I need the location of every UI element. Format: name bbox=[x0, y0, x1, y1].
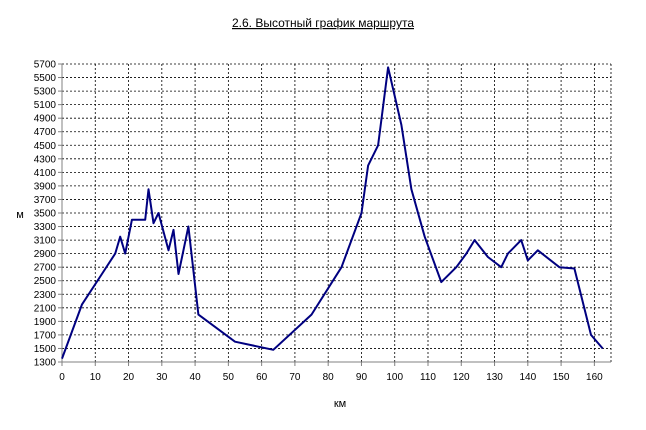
y-tick-label: 5500 bbox=[34, 73, 57, 84]
chart-title: 2.6. Высотный график маршрута bbox=[232, 16, 414, 30]
y-tick-label: 5300 bbox=[34, 87, 57, 98]
x-tick-label: 40 bbox=[190, 372, 202, 383]
grid bbox=[61, 63, 612, 363]
y-tick-label: 3500 bbox=[34, 209, 57, 220]
series-layer bbox=[61, 66, 604, 359]
x-tick-label: 110 bbox=[420, 372, 436, 383]
y-tick-label: 3900 bbox=[34, 181, 57, 192]
y-tick-label: 1300 bbox=[34, 358, 57, 369]
y-tick-label: 2500 bbox=[34, 276, 57, 287]
y-tick-label: 4100 bbox=[34, 168, 57, 179]
x-tick-label: 160 bbox=[586, 372, 603, 383]
y-tick-label: 5700 bbox=[34, 60, 57, 71]
y-tick-label: 4300 bbox=[34, 154, 57, 165]
x-tick-label: 70 bbox=[289, 372, 301, 383]
y-tick-label: 1700 bbox=[34, 330, 57, 341]
x-axis-label: км bbox=[334, 398, 346, 410]
y-tick-label: 2700 bbox=[34, 263, 57, 274]
elevation-series-line bbox=[61, 66, 604, 359]
y-tick-label: 2100 bbox=[34, 303, 57, 314]
x-tick-label: 140 bbox=[519, 372, 536, 383]
x-tick-label: 10 bbox=[90, 372, 102, 383]
y-tick-label: 3100 bbox=[34, 236, 57, 247]
x-tick-label: 60 bbox=[256, 372, 268, 383]
x-tick-label: 30 bbox=[156, 372, 168, 383]
y-tick-label: 1500 bbox=[34, 344, 57, 355]
y-axis-label: м bbox=[16, 209, 24, 221]
y-tick-label: 2300 bbox=[34, 290, 57, 301]
x-axis-ticks: 0 10 20 30 40 50 60 70 80 90 100 110 120 130 140 150 160 bbox=[59, 362, 603, 383]
y-tick-label: 4700 bbox=[34, 127, 57, 138]
x-tick-label: 120 bbox=[453, 372, 470, 383]
x-tick-label: 100 bbox=[386, 372, 403, 383]
y-axis-ticks: 1300 1500 1700 1900 2100 2300 2500 2700 2900 3100… bbox=[34, 60, 62, 369]
x-tick-label: 50 bbox=[223, 372, 235, 383]
y-tick-label: 4900 bbox=[34, 114, 57, 125]
x-tick-label: 0 bbox=[59, 372, 65, 383]
x-tick-label: 130 bbox=[486, 372, 503, 383]
y-tick-label: 4500 bbox=[34, 141, 57, 152]
y-tick-label: 3300 bbox=[34, 222, 57, 233]
y-tick-label: 3700 bbox=[34, 195, 57, 206]
x-tick-label: 80 bbox=[323, 372, 335, 383]
y-tick-label: 2900 bbox=[34, 249, 57, 260]
x-tick-label: 150 bbox=[553, 372, 570, 383]
y-tick-label: 1900 bbox=[34, 317, 57, 328]
x-tick-label: 20 bbox=[123, 372, 135, 383]
x-tick-label: 90 bbox=[356, 372, 368, 383]
axes bbox=[61, 64, 611, 363]
y-tick-label: 5100 bbox=[34, 100, 57, 111]
